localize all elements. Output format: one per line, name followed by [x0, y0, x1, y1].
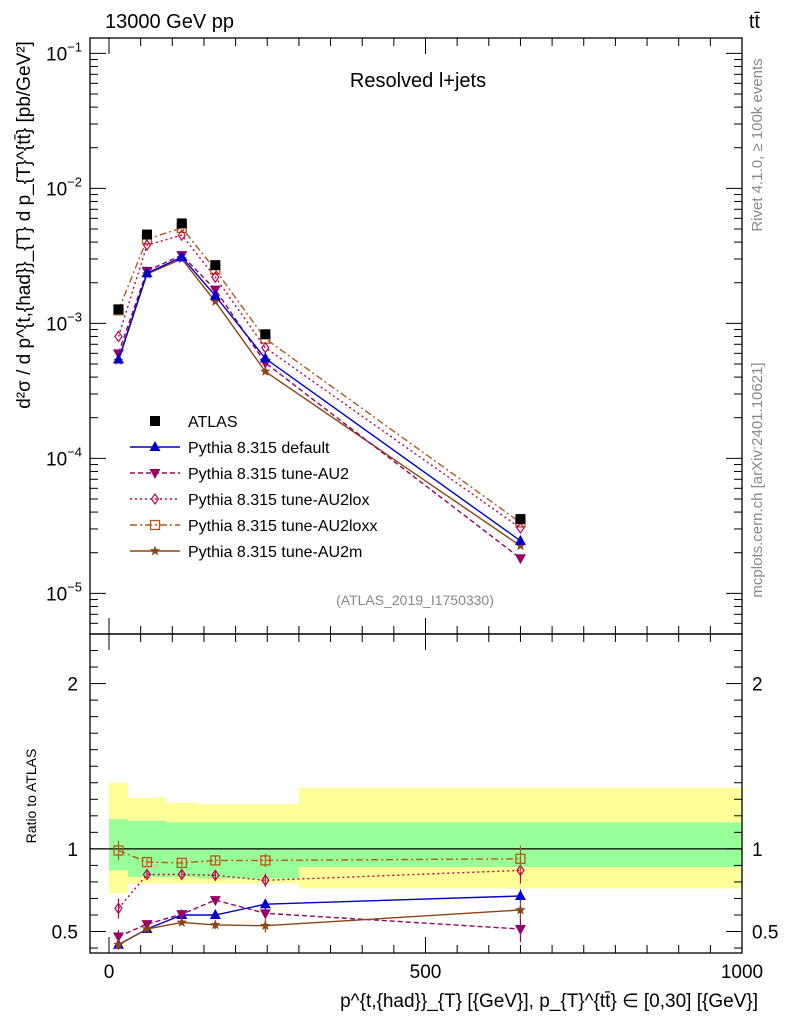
ratio-y-tick-label-right: 2 [752, 675, 763, 696]
legend-marker-data [150, 416, 160, 426]
legend-label-au2m: Pythia 8.315 tune-AU2m [188, 544, 362, 561]
point-au2m [210, 296, 221, 307]
ratio-point-au2lox [261, 874, 270, 887]
y-tick-label: 10−4 [46, 444, 82, 470]
y-tick-label: 10−5 [46, 579, 82, 605]
ratio-y-tick-label: 0.5 [52, 923, 78, 944]
ratio-point-au2m [210, 919, 221, 930]
ratio-line-default [118, 895, 521, 946]
analysis-watermark: (ATLAS_2019_I1750330) [336, 592, 494, 608]
point-data [515, 514, 526, 525]
y-tick-label: 10−2 [46, 174, 82, 200]
series-line-au2lox [117, 234, 521, 529]
ratio-point-au2m [260, 920, 271, 931]
legend-label-au2: Pythia 8.315 tune-AU2 [188, 466, 349, 483]
ratio-point-au2 [112, 932, 124, 943]
ratio-point-au2 [209, 896, 221, 907]
legend-marker-au2lox [150, 492, 160, 506]
legend-label-au2lox: Pythia 8.315 tune-AU2lox [188, 492, 369, 509]
mcplots-label: mcplots.cern.ch [arXiv:2401.10621] [749, 362, 766, 597]
x-tick-label: 1000 [721, 962, 763, 983]
ratio-point-au2 [176, 910, 188, 921]
point-au2m [260, 366, 271, 376]
x-tick-label: 500 [410, 962, 442, 983]
y-tick-label: 10−3 [46, 309, 82, 335]
point-data [176, 218, 187, 229]
ratio-point-au2lox [177, 868, 187, 881]
ratio-y-tick-label: 2 [67, 675, 78, 696]
point-data [210, 260, 221, 271]
ratio-band-inner [235, 822, 299, 879]
ratio-point-au2m [515, 904, 526, 915]
ratio-point-au2lox [516, 864, 525, 877]
point-au2lox [177, 229, 187, 242]
ratio-line-au2 [118, 899, 521, 938]
point-data [141, 229, 152, 240]
ratio-band-inner [197, 822, 236, 879]
legend-label-default: Pythia 8.315 default [188, 440, 330, 457]
point-au2m [515, 540, 526, 551]
point-default [176, 251, 188, 262]
ratio-point-au2loxx [210, 855, 221, 866]
legend-marker-default [149, 441, 161, 451]
ratio-point-au2loxx [260, 855, 271, 866]
ratio-y-tick-label: 1 [67, 840, 78, 861]
x-tick-label: 0 [104, 962, 115, 983]
point-default [112, 353, 124, 364]
point-default [141, 267, 153, 278]
ratio-line-au2m [118, 909, 521, 946]
point-au2lox [211, 271, 220, 284]
series-line-au2 [117, 254, 521, 559]
ratio-point-au2m [141, 923, 153, 934]
point-au2lox [261, 341, 270, 354]
point-data [260, 329, 271, 340]
point-au2lox [114, 330, 123, 343]
series-line-default [117, 256, 521, 542]
ratio-point-au2m [176, 916, 188, 927]
point-default [514, 534, 526, 545]
ratio-point-default [209, 908, 221, 919]
header-energy: 13000 GeV pp [105, 11, 234, 33]
ratio-point-au2loxx [176, 857, 187, 869]
ratio-point-au2m [113, 939, 124, 950]
ratio-point-default [259, 898, 271, 909]
plot-title: Resolved l+jets [350, 70, 486, 92]
legend-marker-au2loxx [149, 519, 161, 531]
point-data [113, 304, 124, 315]
ratio-point-au2 [259, 909, 271, 920]
ratio-point-au2lox [211, 869, 220, 882]
ratio-point-au2 [514, 925, 526, 936]
point-default [259, 352, 271, 363]
legend-label-data: ATLAS [188, 414, 238, 431]
ratio-point-au2loxx [515, 853, 526, 864]
y-tick-label: 10−1 [46, 39, 82, 65]
rivet-label: Rivet 4.1.0, ≥ 100k events [749, 58, 766, 231]
legend-label-au2loxx: Pythia 8.315 tune-AU2loxx [188, 518, 377, 535]
y-axis-title: d²σ / d p^{t,{had}}_{T} d p_{T}^{tt̄} [p… [14, 41, 35, 409]
ratio-point-au2loxx [113, 845, 124, 856]
header-process: tt̄ [749, 11, 761, 33]
x-axis-title: p^{t,{had}}_{T} [{GeV}], p_{T}^{tt̄} ∈ [… [340, 991, 758, 1012]
ratio-point-au2lox [142, 868, 152, 881]
legend-marker-au2m [149, 545, 161, 556]
ratio-y-axis-title: Ratio to ATLAS [23, 749, 39, 844]
ratio-point-au2loxx [141, 856, 153, 868]
ratio-y-tick-label-right: 0.5 [752, 923, 778, 944]
point-au2lox [516, 521, 525, 535]
ratio-line-au2lox [117, 869, 521, 909]
ratio-frame [89, 633, 743, 954]
point-au2lox [142, 239, 152, 252]
legend-marker-au2 [149, 469, 161, 479]
series-line-au2loxx [117, 227, 521, 524]
ratio-point-default [514, 889, 526, 900]
ratio-y-tick-label-right: 1 [752, 840, 763, 861]
point-au2 [514, 554, 526, 565]
point-default [209, 289, 221, 300]
ratio-point-au2lox [114, 902, 123, 915]
